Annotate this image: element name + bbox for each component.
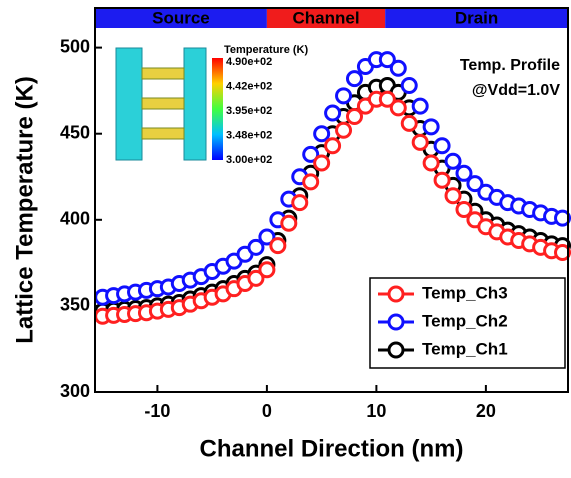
x-tick-label: 20 [476,401,496,421]
region-label: Channel [292,8,359,27]
y-tick-label: 500 [60,36,90,56]
marker [402,78,416,92]
inset-structure [116,48,223,160]
x-axis-label: Channel Direction (nm) [199,435,463,462]
marker [315,156,329,170]
marker [391,101,405,115]
y-tick-label: 350 [60,295,90,315]
marker [413,99,427,113]
y-tick-label: 300 [60,381,90,401]
annotation: @Vdd=1.0V [472,82,560,99]
x-tick-label: 0 [262,401,272,421]
legend-label: Temp_Ch3 [422,283,508,302]
marker [282,216,296,230]
colorbar-label: 4.42e+02 [226,80,272,92]
marker [446,154,460,168]
y-tick-label: 400 [60,209,90,229]
x-tick-label: -10 [144,401,170,421]
marker [391,61,405,75]
colorbar-label: 3.00e+02 [226,154,272,166]
marker [260,263,274,277]
legend-marker [389,315,403,329]
region-label: Source [152,8,210,27]
annotation: Temp. Profile [460,57,560,74]
legend-marker [389,287,403,301]
legend-label: Temp_Ch2 [422,311,508,330]
legend-marker [389,343,403,357]
marker [337,89,351,103]
x-tick-label: 10 [366,401,386,421]
marker [326,106,340,120]
marker [413,135,427,149]
marker [326,139,340,153]
chart: Source Channel Drain Temperature (K)4.90e+0… [0,0,571,473]
marker [347,72,361,86]
marker [402,116,416,130]
colorbar-label: 3.95e+02 [226,105,272,117]
marker [424,120,438,134]
marker [446,189,460,203]
colorbar-label: 3.48e+02 [226,129,272,141]
marker [435,139,449,153]
marker [337,123,351,137]
marker [271,239,285,253]
legend-label: Temp_Ch1 [422,339,508,358]
inset-title: Temperature (K) [224,44,308,56]
marker [315,127,329,141]
colorbar-label: 4.90e+02 [226,56,272,68]
region-label: Drain [455,8,498,27]
marker [293,196,307,210]
y-axis-label: Lattice Temperature (K) [11,76,38,344]
y-tick-label: 450 [60,122,90,142]
marker [424,156,438,170]
marker [435,173,449,187]
marker [304,175,318,189]
